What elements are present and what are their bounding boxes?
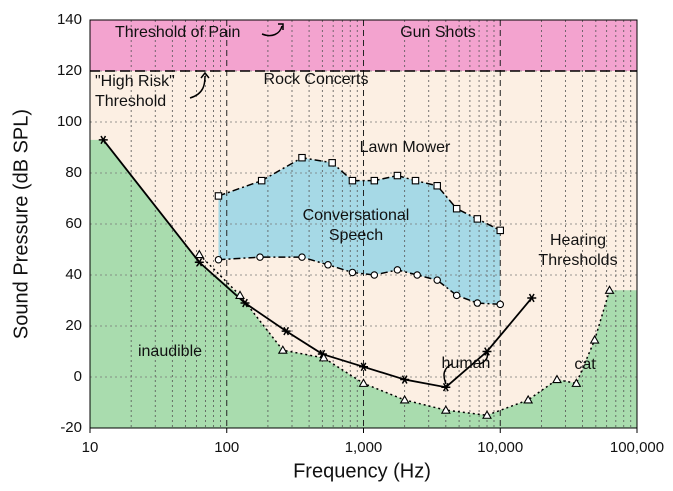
marker (393, 171, 402, 180)
marker (359, 362, 368, 372)
annotation: human (442, 355, 491, 372)
marker (235, 290, 245, 299)
marker (527, 293, 537, 303)
marker (604, 285, 615, 294)
x-axis-label: Frequency (Hz) (293, 460, 431, 482)
marker (589, 334, 600, 344)
marker (328, 159, 336, 167)
marker (281, 326, 291, 336)
marker (393, 266, 402, 274)
x-tick-label: 100 (214, 439, 239, 456)
annotation: Threshold of Pain (115, 24, 240, 41)
annotation: Lawn Mower (360, 139, 451, 156)
marker (240, 298, 250, 308)
marker (411, 176, 420, 185)
annotation: "High Risk" (95, 73, 175, 90)
y-tick-label: 0 (74, 368, 82, 385)
marker (98, 135, 108, 145)
marker (214, 192, 223, 200)
arrow (189, 75, 206, 99)
marker (298, 253, 306, 261)
annotations: Threshold of Pain Gun Shots "High Risk" Thr… (95, 24, 618, 373)
annotation: Conversational (303, 207, 410, 224)
annotation: Rock Concerts (264, 71, 369, 88)
marker (324, 261, 332, 269)
marker (413, 271, 421, 279)
annotation: Hearing (550, 232, 606, 249)
grid (89, 19, 638, 433)
marker (440, 405, 451, 414)
marker (473, 215, 482, 223)
arrow (443, 363, 453, 385)
marker (214, 255, 223, 264)
marker (552, 374, 562, 384)
annotation: Thresholds (538, 252, 617, 269)
marker (433, 182, 441, 190)
speech-band (218, 157, 501, 305)
x-tick-label: 10 (82, 439, 99, 456)
x-tick-label: 10,000 (477, 439, 523, 456)
marker (399, 394, 410, 404)
marker (348, 176, 357, 185)
x-tick-label: 100,000 (610, 439, 664, 456)
annotation: Gun Shots (400, 24, 476, 41)
arrow-head (278, 23, 284, 30)
marker (473, 299, 482, 307)
annotation: Speech (329, 227, 383, 244)
marks (98, 135, 615, 419)
marker (277, 345, 288, 354)
marker (433, 276, 441, 284)
marker (358, 378, 369, 387)
series-line (102, 139, 533, 389)
y-tick-label: 80 (65, 164, 82, 181)
marker (318, 352, 329, 362)
y-tick-label: 120 (57, 62, 82, 79)
marker (370, 176, 379, 185)
y-tick-label: 100 (57, 113, 82, 130)
marker (482, 347, 492, 356)
annotation: cat (574, 356, 596, 373)
marker (452, 291, 461, 300)
annotation: inaudible (138, 343, 202, 360)
y-tick-label: 20 (65, 317, 82, 334)
marker (194, 249, 205, 259)
marker (348, 268, 357, 277)
marker (298, 153, 306, 162)
marker (257, 176, 266, 185)
marker (452, 204, 461, 213)
marker (496, 300, 504, 309)
annotation: Threshold (95, 93, 166, 110)
marker (256, 253, 264, 261)
marker (523, 394, 534, 404)
marker (370, 271, 379, 279)
marker (194, 257, 204, 267)
plot-frame (89, 19, 638, 429)
marker (571, 378, 582, 387)
arrow (261, 25, 283, 37)
y-axis-label: Sound Pressure (dB SPL) (10, 109, 32, 339)
y-tick-label: -20 (60, 419, 82, 436)
arrow-head (200, 71, 210, 79)
marker (496, 226, 504, 235)
y-tick-label: 60 (65, 215, 82, 232)
x-tick-label: 1,000 (345, 439, 383, 456)
marker (441, 382, 451, 392)
marker (482, 410, 492, 419)
y-tick-label: 140 (57, 11, 82, 28)
arrow (479, 351, 489, 365)
marker (400, 375, 410, 384)
arrows (189, 23, 489, 385)
y-tick-label: 40 (65, 266, 82, 283)
